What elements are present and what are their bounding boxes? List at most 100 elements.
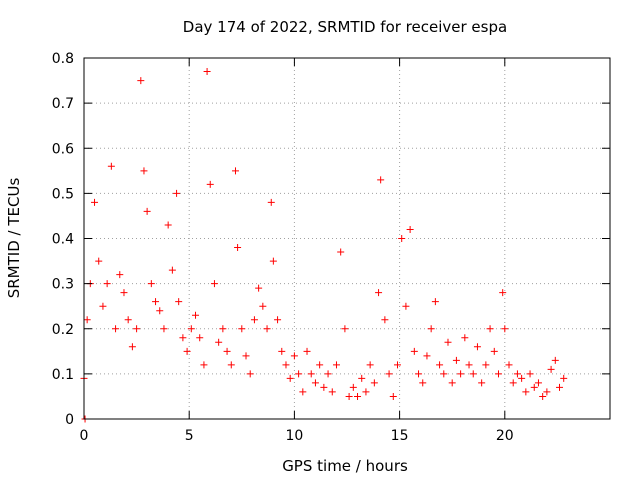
data-point bbox=[210, 280, 218, 288]
x-axis-title: GPS time / hours bbox=[282, 457, 408, 475]
data-point bbox=[539, 392, 547, 400]
data-point bbox=[427, 325, 435, 333]
data-point bbox=[366, 361, 374, 369]
grid-lines bbox=[84, 58, 610, 419]
data-point bbox=[95, 257, 103, 265]
data-point bbox=[324, 370, 332, 378]
y-tick-label: 0.2 bbox=[52, 322, 74, 338]
x-tick-label: 5 bbox=[185, 428, 194, 444]
data-point bbox=[295, 370, 303, 378]
data-point bbox=[206, 180, 214, 188]
data-point bbox=[203, 68, 211, 76]
data-points bbox=[80, 68, 568, 423]
data-point bbox=[385, 370, 393, 378]
x-tick-label: 20 bbox=[496, 428, 514, 444]
y-tick-label: 0.7 bbox=[52, 96, 74, 112]
data-point bbox=[486, 325, 494, 333]
data-point bbox=[509, 379, 517, 387]
data-point bbox=[164, 221, 172, 229]
plot-frame bbox=[83, 57, 611, 420]
data-point bbox=[183, 347, 191, 355]
data-point bbox=[250, 316, 258, 324]
data-point bbox=[556, 383, 564, 391]
data-point bbox=[375, 289, 383, 297]
data-point bbox=[389, 392, 397, 400]
data-point bbox=[147, 280, 155, 288]
data-point bbox=[168, 266, 176, 274]
data-point bbox=[227, 361, 235, 369]
data-point bbox=[91, 198, 99, 206]
data-point bbox=[267, 198, 275, 206]
data-point bbox=[278, 347, 286, 355]
data-point bbox=[143, 207, 151, 215]
data-point bbox=[234, 244, 242, 252]
data-point bbox=[196, 334, 204, 342]
data-point bbox=[478, 379, 486, 387]
data-point bbox=[560, 374, 568, 382]
data-point bbox=[246, 370, 254, 378]
data-point bbox=[341, 325, 349, 333]
data-point bbox=[499, 289, 507, 297]
data-point bbox=[282, 361, 290, 369]
data-point bbox=[83, 316, 91, 324]
data-point bbox=[419, 379, 427, 387]
data-point bbox=[175, 298, 183, 306]
data-point bbox=[345, 392, 353, 400]
data-point bbox=[332, 361, 340, 369]
data-point bbox=[179, 334, 187, 342]
data-point bbox=[551, 356, 559, 364]
x-tick-label: 15 bbox=[391, 428, 409, 444]
data-point bbox=[320, 383, 328, 391]
data-point bbox=[307, 370, 315, 378]
data-point bbox=[103, 280, 111, 288]
data-point bbox=[311, 379, 319, 387]
data-point bbox=[415, 370, 423, 378]
x-tick-label: 0 bbox=[80, 428, 89, 444]
y-tick-label: 0 bbox=[65, 412, 74, 428]
data-point bbox=[530, 383, 538, 391]
data-point bbox=[398, 235, 406, 242]
data-point bbox=[231, 167, 239, 175]
data-point bbox=[133, 325, 141, 333]
data-point bbox=[444, 338, 452, 346]
data-point bbox=[469, 370, 477, 378]
data-point bbox=[200, 361, 208, 369]
data-point bbox=[494, 370, 502, 378]
data-point bbox=[410, 347, 418, 355]
data-point bbox=[215, 338, 223, 346]
data-point bbox=[242, 352, 250, 360]
data-point bbox=[547, 365, 555, 373]
data-point bbox=[431, 298, 439, 306]
data-point bbox=[482, 361, 490, 369]
data-point bbox=[465, 361, 473, 369]
chart-title: Day 174 of 2022, SRMTID for receiver esp… bbox=[183, 18, 507, 36]
data-point bbox=[452, 356, 460, 364]
data-point bbox=[518, 374, 526, 382]
data-point bbox=[381, 316, 389, 324]
data-point bbox=[448, 379, 456, 387]
data-point bbox=[534, 379, 542, 387]
data-point bbox=[349, 383, 357, 391]
data-point bbox=[259, 302, 267, 310]
data-point bbox=[440, 370, 448, 378]
data-point bbox=[269, 257, 277, 265]
data-point bbox=[137, 77, 145, 85]
data-point bbox=[107, 162, 115, 170]
y-tick-label: 0.6 bbox=[52, 141, 74, 157]
tick-labels: 0 0.1 0.2 0.3 0.4 0.5 0.6 0.7 0.8 0 5 10 15 20 bbox=[52, 51, 514, 444]
data-point bbox=[526, 370, 534, 378]
data-point bbox=[316, 361, 324, 369]
y-axis-title: SRMTID / TECUs bbox=[5, 178, 23, 299]
data-point bbox=[377, 176, 385, 184]
data-point bbox=[152, 298, 160, 306]
data-point bbox=[457, 370, 465, 378]
data-point bbox=[328, 388, 336, 396]
data-point bbox=[461, 334, 469, 342]
data-point bbox=[112, 325, 120, 333]
data-point bbox=[354, 392, 362, 400]
data-point bbox=[423, 352, 431, 360]
y-tick-label: 0.1 bbox=[52, 367, 74, 383]
data-point bbox=[156, 307, 164, 315]
data-point bbox=[128, 343, 136, 351]
data-point bbox=[490, 347, 498, 355]
